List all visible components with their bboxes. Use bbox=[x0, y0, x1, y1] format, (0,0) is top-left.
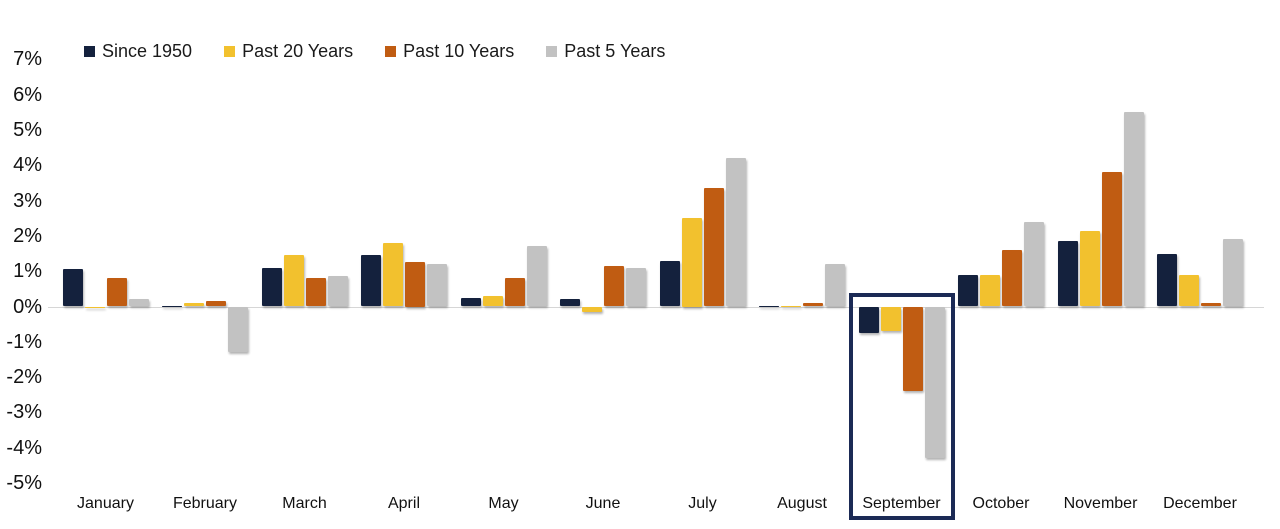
x-axis-label: August bbox=[777, 495, 827, 512]
bar bbox=[106, 278, 127, 307]
bar bbox=[1179, 274, 1199, 307]
bar bbox=[1201, 302, 1221, 307]
bar bbox=[261, 267, 282, 307]
bar bbox=[184, 302, 204, 307]
bar bbox=[427, 264, 447, 307]
bar bbox=[128, 299, 149, 307]
chart-legend: Since 1950 Past 20 Years Past 10 Years Past… bbox=[84, 41, 665, 62]
legend-label: Past 10 Years bbox=[403, 41, 515, 61]
bar bbox=[1101, 172, 1122, 307]
legend-item: Past 5 Years bbox=[546, 41, 665, 62]
bar bbox=[1079, 230, 1100, 307]
bar bbox=[1223, 239, 1243, 307]
x-axis-label: October bbox=[972, 495, 1030, 512]
bar bbox=[504, 278, 525, 307]
x-axis-label: December bbox=[1163, 495, 1237, 512]
bar bbox=[725, 158, 746, 307]
y-axis-tick-label: 5% bbox=[13, 119, 42, 141]
bar bbox=[703, 188, 724, 307]
legend-label: Past 5 Years bbox=[564, 41, 666, 61]
y-axis-tick-label: 3% bbox=[13, 189, 42, 212]
legend-color-swatch bbox=[546, 46, 558, 57]
y-axis-tick-label: -4% bbox=[6, 436, 42, 459]
bar bbox=[526, 246, 547, 307]
bar bbox=[206, 301, 226, 307]
x-axis-label: January bbox=[77, 495, 134, 512]
bar bbox=[880, 306, 901, 332]
bar bbox=[62, 269, 83, 307]
bar bbox=[681, 218, 702, 307]
bar bbox=[283, 255, 304, 307]
legend-color-swatch bbox=[385, 46, 397, 57]
bar bbox=[405, 262, 425, 307]
legend-item: Since 1950 bbox=[84, 41, 192, 62]
bar bbox=[604, 265, 624, 307]
bar bbox=[924, 306, 945, 459]
y-axis-tick-label: 7% bbox=[13, 48, 42, 71]
bar bbox=[980, 274, 1000, 307]
bar bbox=[1157, 253, 1177, 307]
bar bbox=[825, 264, 845, 307]
bar bbox=[361, 255, 381, 307]
bar bbox=[858, 306, 879, 333]
legend-item: Past 10 Years bbox=[385, 41, 514, 62]
y-axis-tick-label: -2% bbox=[6, 366, 42, 389]
x-axis-label: September bbox=[862, 495, 941, 512]
bar bbox=[460, 297, 481, 307]
bar bbox=[659, 260, 680, 307]
bar bbox=[327, 276, 348, 307]
bar bbox=[162, 305, 182, 307]
y-axis-tick-label: 2% bbox=[13, 224, 42, 247]
y-axis-tick-label: 1% bbox=[13, 260, 42, 283]
legend-color-swatch bbox=[224, 46, 236, 57]
y-axis-tick-label: 6% bbox=[13, 83, 42, 106]
bar bbox=[759, 305, 779, 307]
x-axis-label: February bbox=[172, 495, 238, 512]
legend-label: Past 20 Years bbox=[242, 41, 354, 61]
bar bbox=[482, 295, 503, 307]
x-axis-zero-line bbox=[48, 307, 1264, 308]
september-highlight-box bbox=[848, 293, 955, 520]
bar bbox=[582, 306, 602, 312]
bar bbox=[803, 302, 823, 307]
bar bbox=[781, 305, 801, 307]
bar bbox=[84, 306, 105, 309]
bar bbox=[1057, 241, 1078, 307]
y-axis-tick-label: 0% bbox=[13, 295, 42, 318]
y-axis-tick-label: 4% bbox=[13, 154, 42, 177]
x-axis-label: July bbox=[688, 495, 717, 512]
bar bbox=[958, 274, 978, 307]
bar bbox=[626, 267, 646, 307]
bar bbox=[383, 242, 403, 307]
bar bbox=[1024, 221, 1044, 307]
bar bbox=[1123, 112, 1144, 307]
bar bbox=[1002, 250, 1022, 307]
x-axis-label: June bbox=[585, 495, 621, 512]
y-axis-tick-label: -1% bbox=[6, 330, 42, 353]
bar bbox=[228, 306, 248, 353]
legend-label: Since 1950 bbox=[102, 41, 193, 61]
bar bbox=[902, 306, 923, 392]
y-axis-tick-label: -3% bbox=[6, 401, 42, 424]
x-axis-label: November bbox=[1063, 495, 1138, 512]
x-axis-label: April bbox=[387, 495, 420, 512]
bar bbox=[560, 299, 580, 307]
x-axis-label: May bbox=[488, 495, 519, 512]
legend-color-swatch bbox=[84, 46, 95, 57]
y-axis-tick-label: -5% bbox=[6, 472, 42, 494]
legend-item: Past 20 Years bbox=[224, 41, 353, 62]
bar bbox=[305, 278, 326, 307]
x-axis-label: March bbox=[282, 495, 327, 512]
